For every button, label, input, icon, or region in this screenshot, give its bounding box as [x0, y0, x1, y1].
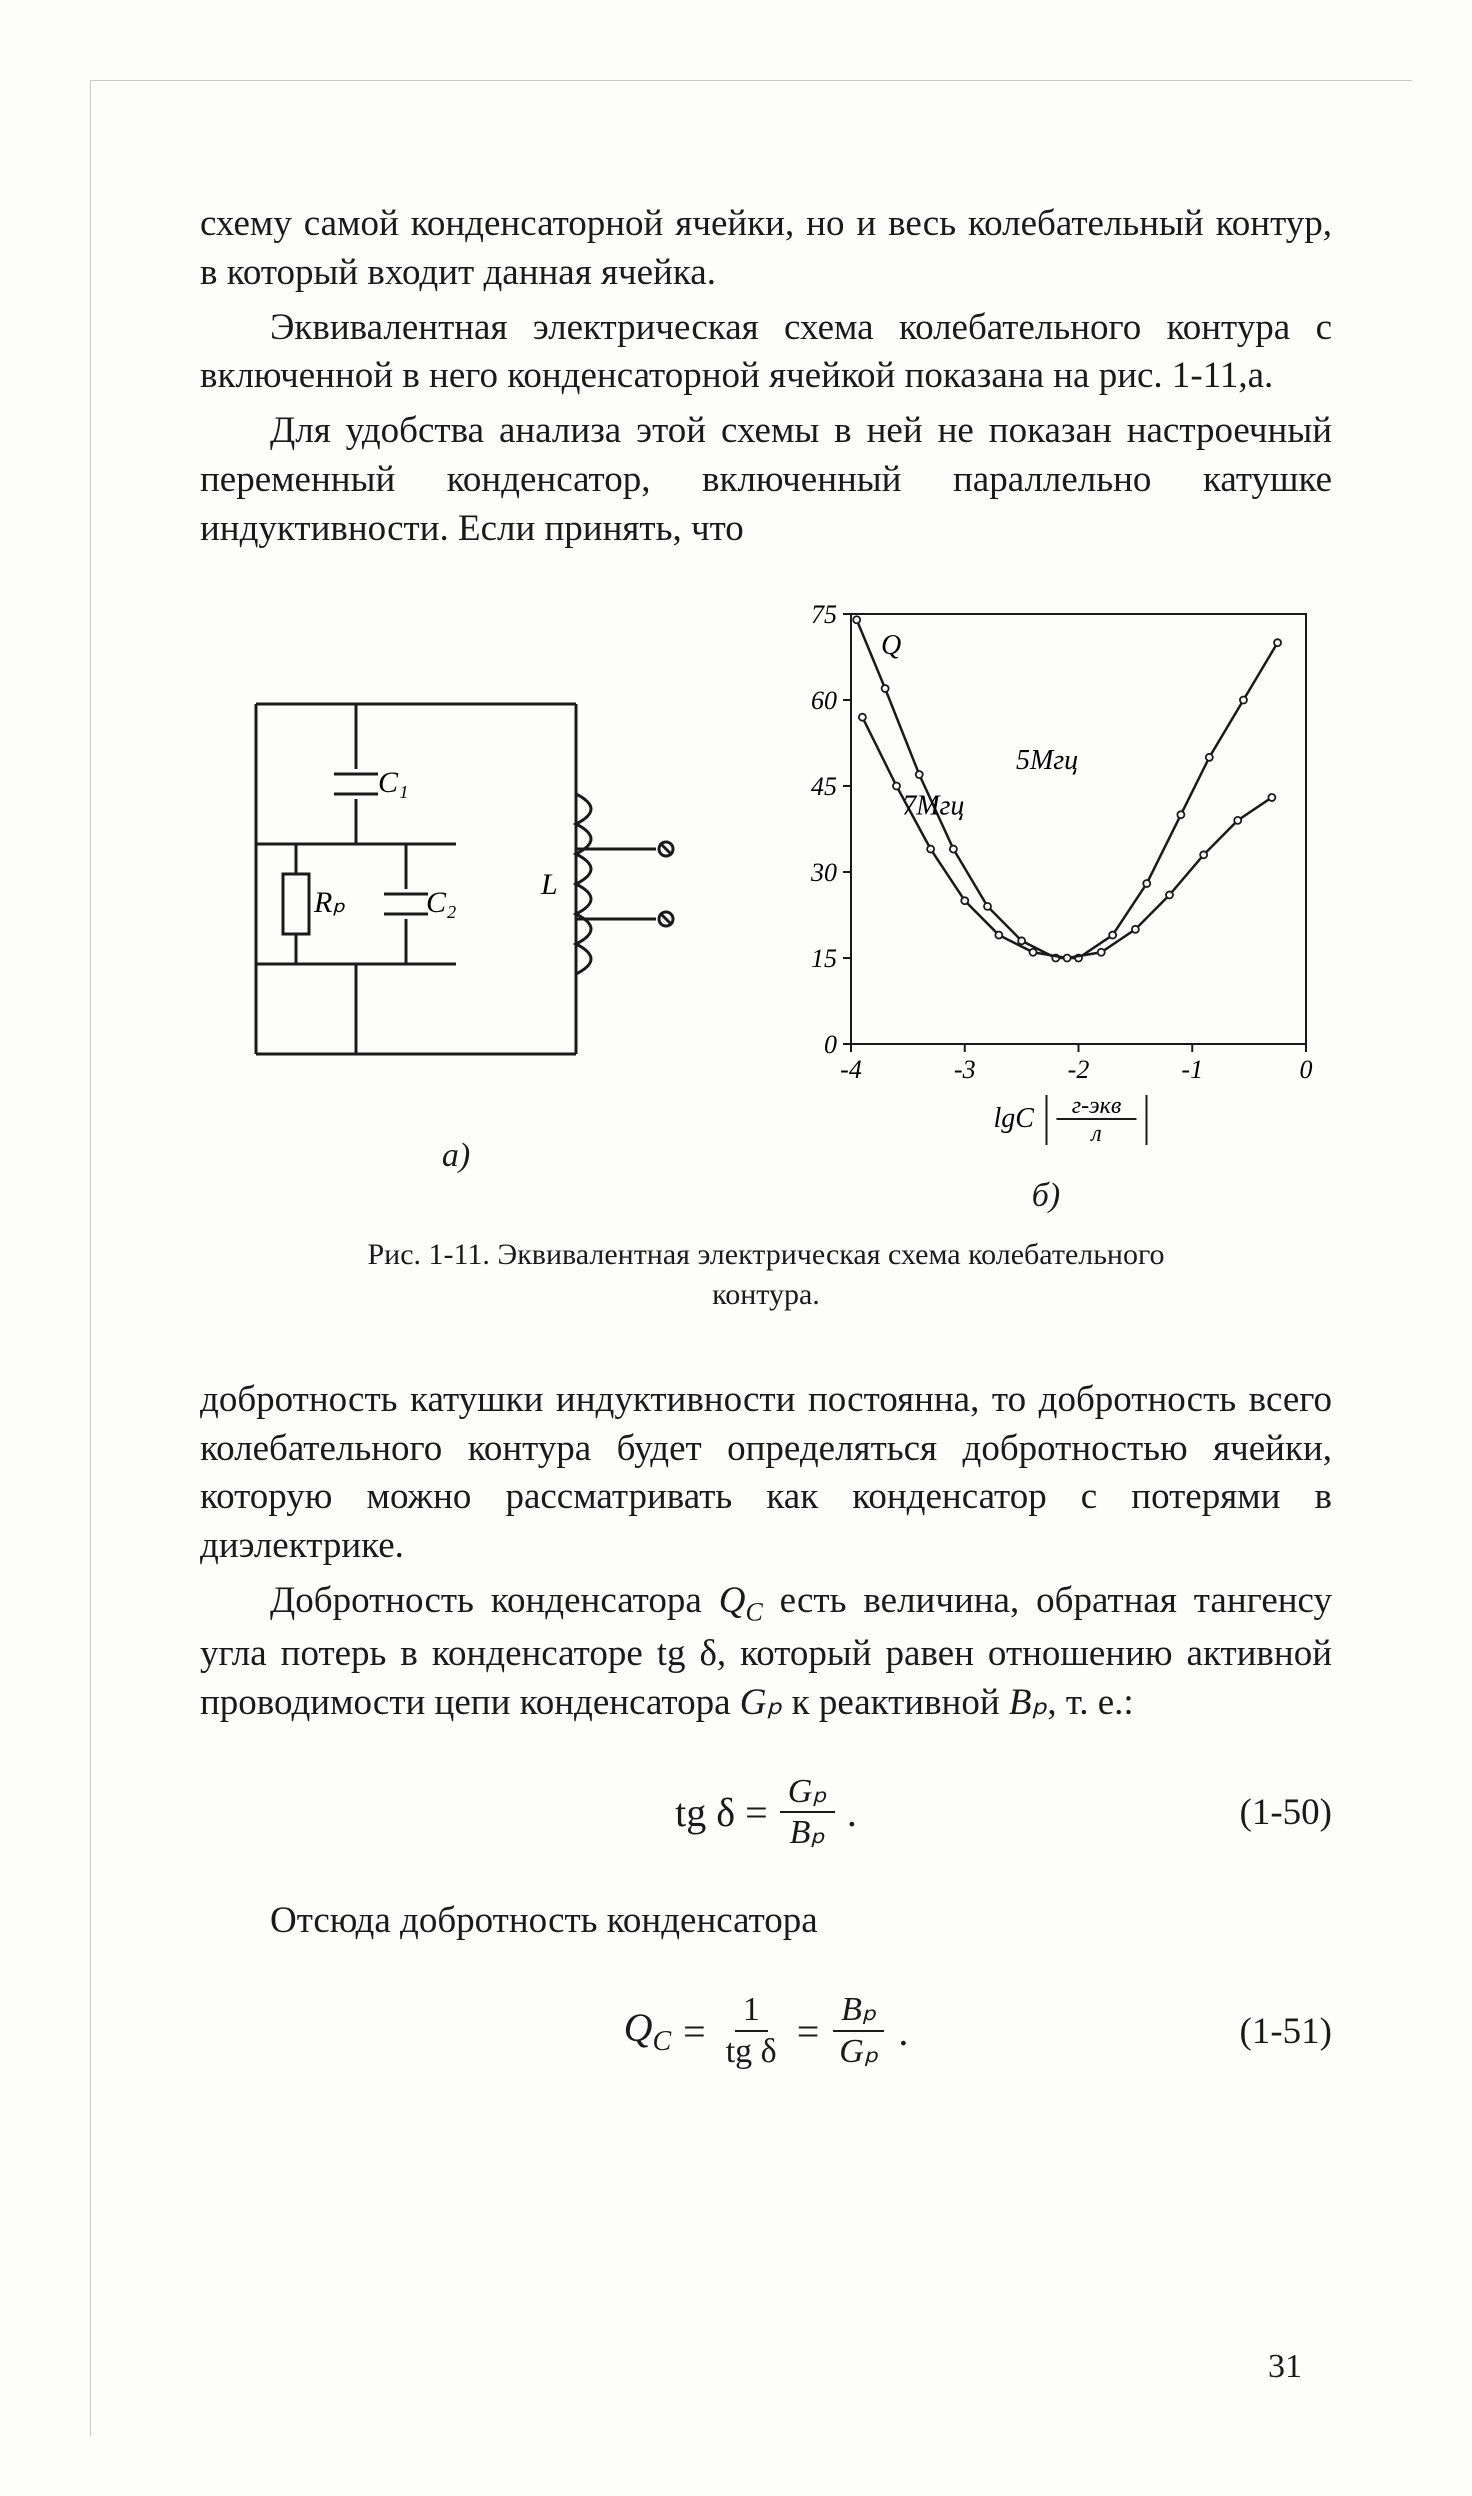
eq-tail: .: [898, 2008, 908, 2055]
paragraph-4: добротность катушки индуктивности постоя…: [200, 1376, 1332, 1571]
circuit-diagram-a: C₁ Rₚ C₂ L а): [206, 594, 706, 1215]
svg-text:15: 15: [811, 944, 837, 973]
svg-text:-1: -1: [1181, 1055, 1203, 1084]
svg-text:C₁: C₁: [378, 766, 408, 799]
circuit-svg: C₁ Rₚ C₂ L: [206, 594, 706, 1114]
svg-text:lgC: lgC: [994, 1103, 1035, 1134]
chart-svg: 0 15 30 45 60 75 -4 -3 -2 -1 0 Q 5Мгц 7Мгц lgC г-эквл: [766, 594, 1326, 1154]
paragraph-6: Отсюда добротность конденсатора: [200, 1897, 1332, 1946]
eq-mid: =: [797, 2008, 820, 2055]
sub: C: [745, 1598, 762, 1627]
equation-1-51: QC = 1 tg δ = Bₚ Gₚ . (1-51): [200, 1976, 1332, 2086]
eq-den: tg δ: [718, 2032, 785, 2070]
eq-lhs: tg δ =: [675, 1789, 768, 1836]
body-text: добротность катушки индуктивности постоя…: [200, 1379, 1332, 1566]
eq-frac: Gₚ Bₚ: [780, 1774, 835, 1851]
svg-text:5Мгц: 5Мгц: [1016, 745, 1078, 776]
eq-num: 1: [735, 1992, 768, 2032]
subfig-label-b: б): [766, 1177, 1326, 1215]
paragraph-3: Для удобства анализа этой схемы в ней не…: [200, 407, 1332, 553]
inline-Bp: Bₚ: [1009, 1682, 1047, 1723]
svg-text:-2: -2: [1068, 1055, 1090, 1084]
paragraph-5: Добротность конденсатора QC есть величин…: [200, 1577, 1332, 1727]
body-text: Эквивалентная электрическая схема колеба…: [200, 307, 1332, 397]
svg-text:45: 45: [811, 772, 837, 801]
paragraph-1: схему самой конденсаторной ячейки, но и …: [200, 200, 1332, 298]
svg-text:Rₚ: Rₚ: [313, 886, 345, 919]
paragraph-2: Эквивалентная электрическая схема колеба…: [200, 304, 1332, 402]
svg-text:75: 75: [811, 600, 837, 629]
svg-text:L: L: [540, 868, 558, 901]
page-number: 31: [1268, 2348, 1302, 2386]
svg-text:-3: -3: [954, 1055, 976, 1084]
svg-text:г-экв: г-экв: [1072, 1093, 1122, 1119]
eq-eq: =: [683, 2008, 706, 2055]
eq-tail: .: [847, 1789, 857, 1836]
eq-number: (1-51): [1240, 2010, 1332, 2053]
body-text: Добротность конденсатора: [270, 1580, 719, 1621]
inline-Gp: Gₚ: [740, 1682, 783, 1723]
page: схему самой конденсаторной ячейки, но и …: [0, 0, 1472, 2496]
sub: C: [652, 2026, 671, 2057]
svg-text:60: 60: [811, 686, 837, 715]
subfig-label-a: а): [206, 1137, 706, 1175]
body-text: к реактивной: [782, 1682, 1009, 1723]
eq-frac-1: 1 tg δ: [718, 1992, 785, 2069]
eq-den: Gₚ: [831, 2032, 886, 2070]
sym: Q: [719, 1580, 746, 1621]
eq-frac-2: Bₚ Gₚ: [831, 1992, 886, 2069]
chart-b: 0 15 30 45 60 75 -4 -3 -2 -1 0 Q 5Мгц 7Мгц lgC г-эквл б…: [766, 594, 1326, 1215]
body-text: схему самой конденсаторной ячейки, но и …: [200, 203, 1332, 293]
eq-number: (1-50): [1240, 1791, 1332, 1834]
eq-num: Gₚ: [780, 1774, 835, 1814]
svg-text:30: 30: [810, 858, 837, 887]
svg-text:7Мгц: 7Мгц: [902, 790, 964, 821]
svg-text:-4: -4: [840, 1055, 862, 1084]
svg-text:0: 0: [824, 1030, 837, 1059]
equation-1-50: tg δ = Gₚ Bₚ . (1-50): [200, 1757, 1332, 1867]
eq-lhs: QC: [624, 2004, 672, 2058]
body-text: Отсюда добротность конденсатора: [270, 1900, 818, 1941]
svg-text:Q: Q: [881, 630, 901, 661]
eq-den: Bₚ: [782, 1813, 833, 1851]
svg-text:C₂: C₂: [426, 886, 456, 919]
body-text: , т. е.:: [1047, 1682, 1133, 1723]
figure-1-11: C₁ Rₚ C₂ L а) 0 15 30 45 60 75 -4 -3 -2 -1 0 Q 5Мгц 7Мгц…: [200, 594, 1332, 1215]
svg-text:л: л: [1089, 1121, 1101, 1147]
body-text: Для удобства анализа этой схемы в ней не…: [200, 410, 1332, 549]
figure-caption: Рис. 1-11. Эквивалентная электрическая с…: [316, 1235, 1216, 1316]
inline-Qc: QC: [719, 1580, 763, 1621]
svg-text:0: 0: [1300, 1055, 1313, 1084]
sym: Q: [624, 2005, 653, 2050]
eq-num: Bₚ: [833, 1992, 884, 2032]
